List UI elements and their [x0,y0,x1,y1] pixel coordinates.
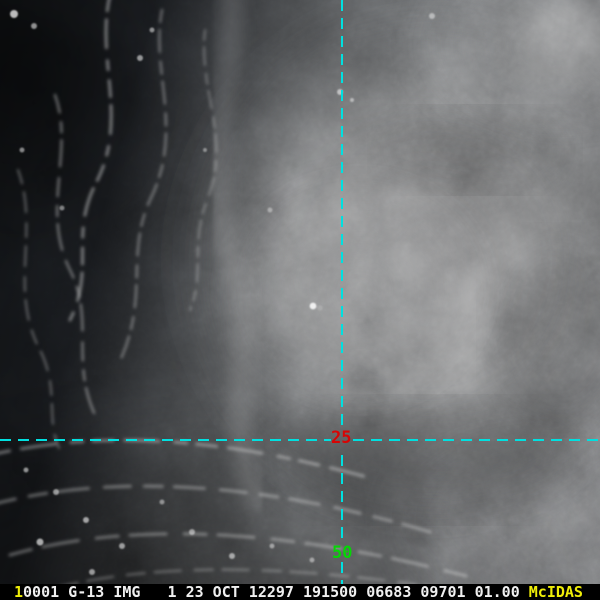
longitude-gridline-middle [341,455,343,543]
spacer [520,583,529,600]
image-annotation-text: 0001 G-13 IMG 1 23 OCT 12297 191500 0668… [23,583,520,600]
longitude-gridline-bottom [341,562,343,585]
longitude-gridline-top [341,0,343,427]
latitude-gridline-left [0,439,331,441]
latitude-label: 25 [331,428,352,448]
longitude-label: 50 [332,543,353,563]
frame-number: 1 [14,583,24,600]
latitude-gridline-right [353,439,600,441]
mcidas-brand-label: McIDAS [528,583,583,600]
status-bar: 10001 G-13 IMG 1 23 OCT 12297 191500 066… [0,584,600,600]
